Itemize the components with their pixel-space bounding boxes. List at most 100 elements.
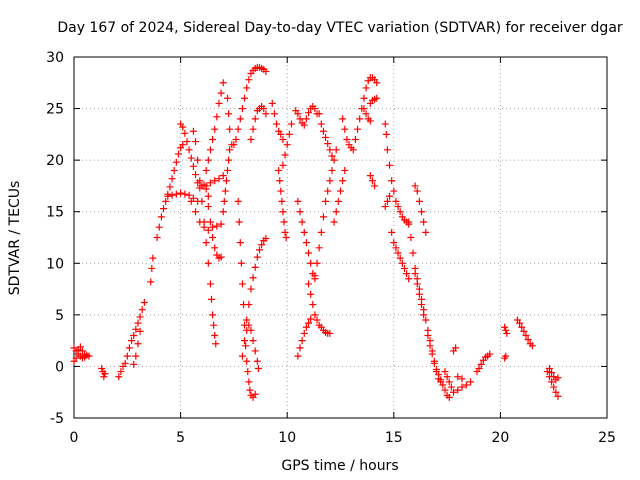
data-point <box>219 208 227 216</box>
data-point <box>420 218 428 226</box>
data-point <box>315 110 323 118</box>
data-point <box>185 191 193 199</box>
data-point <box>317 228 325 236</box>
data-point <box>281 228 289 236</box>
series-sat-ak <box>381 120 413 228</box>
data-point <box>251 347 259 355</box>
data-point <box>160 205 168 213</box>
data-point <box>212 340 220 348</box>
data-point <box>394 249 402 257</box>
data-point <box>189 127 197 135</box>
data-point <box>132 325 140 333</box>
series-sat-al <box>381 192 394 211</box>
data-point <box>307 259 315 267</box>
data-point <box>282 234 290 241</box>
series-sat-n <box>202 79 227 174</box>
data-point <box>311 105 319 113</box>
data-point <box>157 213 165 221</box>
series-sat-w <box>275 166 290 241</box>
series-sat-av <box>473 350 494 376</box>
data-point <box>439 381 447 389</box>
data-point <box>123 352 131 360</box>
data-point <box>245 301 253 309</box>
data-point <box>249 125 257 133</box>
data-point <box>204 226 212 234</box>
data-point <box>132 352 140 360</box>
y-tick-label: 25 <box>46 102 64 118</box>
data-point <box>349 146 357 154</box>
data-point <box>245 76 253 84</box>
data-point <box>235 218 243 226</box>
data-point <box>81 350 89 358</box>
series-sat-b <box>70 343 89 365</box>
data-point <box>202 182 210 190</box>
data-point <box>426 342 434 350</box>
series-sat-ac <box>311 146 340 280</box>
data-point <box>134 319 142 327</box>
data-point <box>445 393 453 401</box>
data-point <box>179 141 187 149</box>
data-point <box>226 146 234 154</box>
data-point <box>550 383 558 391</box>
plot-border <box>73 56 608 419</box>
data-point <box>319 127 327 135</box>
data-point <box>136 313 144 321</box>
data-point <box>418 208 426 216</box>
data-point <box>366 117 374 125</box>
data-point <box>149 254 157 262</box>
y-tick-label: 10 <box>46 256 64 272</box>
data-point <box>441 368 449 376</box>
series-sat-k <box>187 197 225 234</box>
data-point <box>518 323 526 331</box>
data-point <box>339 177 347 185</box>
data-point <box>85 352 93 360</box>
data-point <box>192 208 200 216</box>
data-point <box>101 370 109 378</box>
data-point <box>360 94 368 102</box>
data-point <box>294 197 302 205</box>
data-point <box>246 386 254 394</box>
data-point <box>215 175 223 183</box>
data-point <box>185 146 193 154</box>
data-point <box>296 115 304 123</box>
data-point <box>462 381 470 389</box>
data-point <box>247 285 255 293</box>
y-tick-label: 15 <box>46 205 64 221</box>
data-point <box>211 331 219 339</box>
x-tick-labels: 0 5 10 15 20 25 <box>70 430 616 446</box>
series-sat-aq <box>424 331 453 401</box>
x-tick-label: 15 <box>385 430 403 446</box>
series-sat-x <box>279 120 295 169</box>
data-point <box>313 259 321 267</box>
data-point <box>76 343 84 351</box>
data-point <box>211 244 219 252</box>
data-point <box>415 290 423 298</box>
data-point <box>548 369 556 377</box>
data-point <box>326 146 334 154</box>
series-sat-ad <box>315 110 336 160</box>
grid-lines <box>74 57 607 418</box>
data-points <box>70 63 562 401</box>
data-point <box>388 228 396 236</box>
data-point <box>215 99 223 107</box>
data-point <box>217 253 225 261</box>
series-sat-aa <box>305 280 334 337</box>
series-sat-ax <box>501 352 510 362</box>
data-point <box>209 136 217 144</box>
data-point <box>166 183 174 191</box>
data-point <box>270 110 278 118</box>
data-point <box>388 177 396 185</box>
data-point <box>242 342 250 350</box>
data-point <box>396 208 404 216</box>
data-point <box>211 177 219 185</box>
data-point <box>251 390 259 398</box>
data-point <box>258 241 266 249</box>
data-point <box>298 218 306 226</box>
series-sat-i <box>177 120 212 200</box>
data-point <box>381 203 389 211</box>
data-point <box>279 208 287 216</box>
data-point <box>179 123 187 131</box>
series-sat-ah <box>360 105 374 125</box>
data-point <box>428 350 436 358</box>
